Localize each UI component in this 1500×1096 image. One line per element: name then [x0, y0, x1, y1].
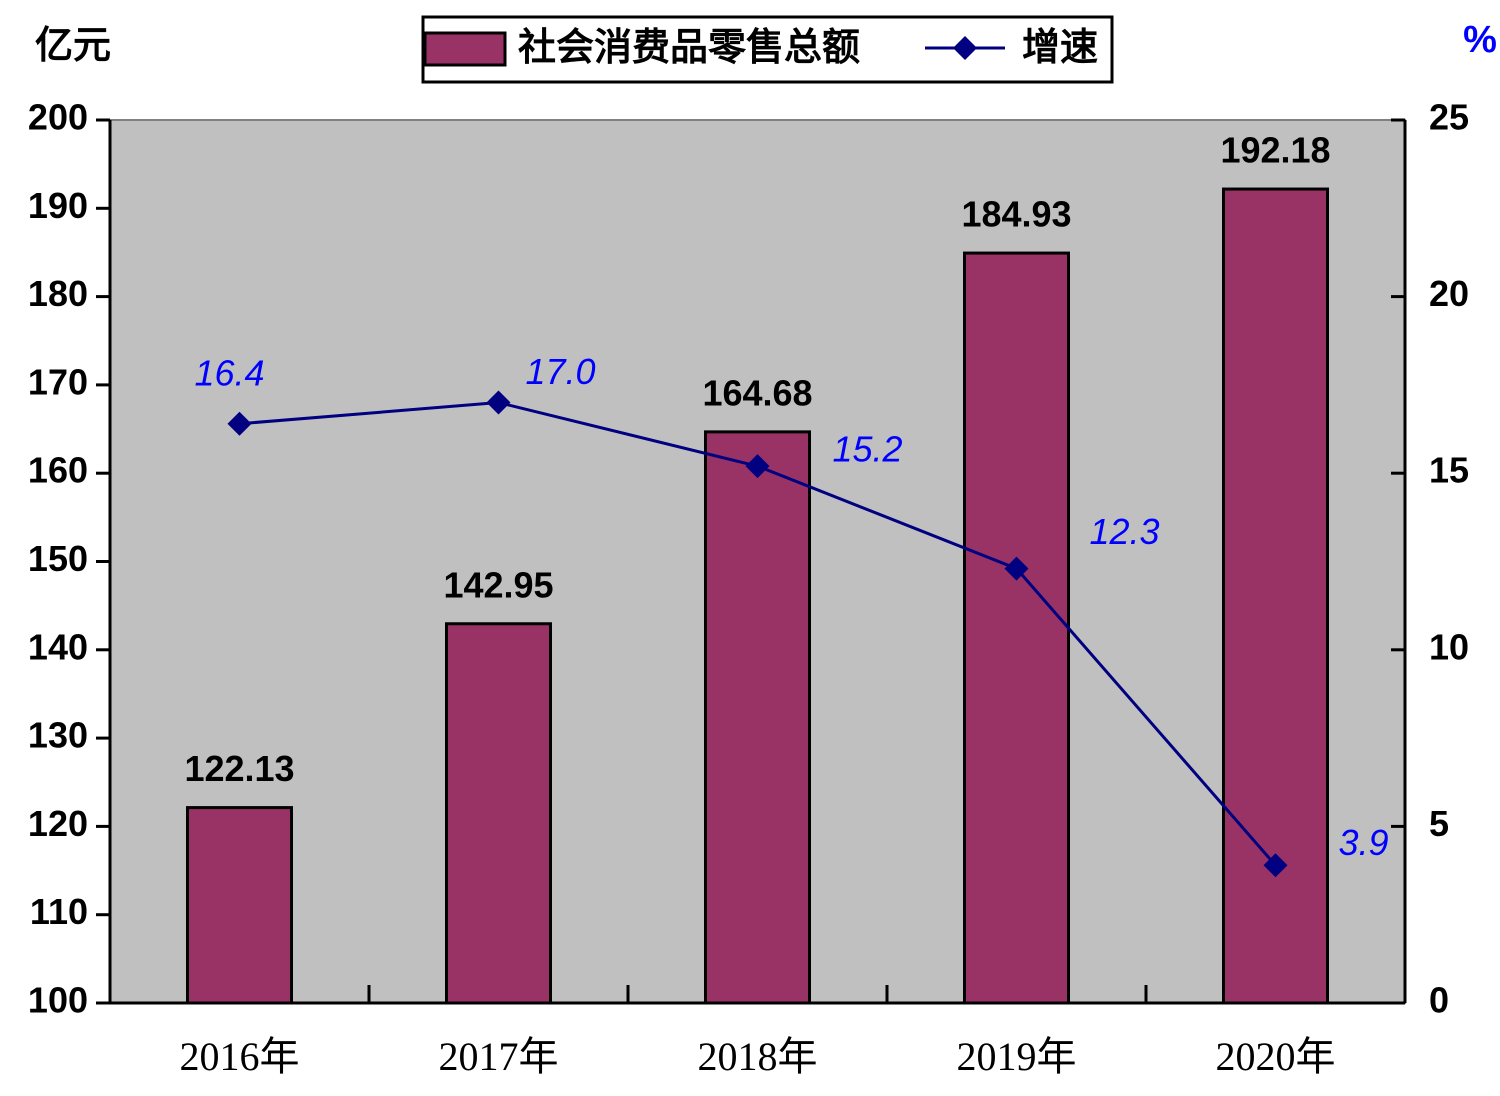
bar: [963, 251, 1070, 1005]
legend-marker: [953, 36, 977, 60]
bar: [704, 430, 811, 1005]
y-tick-label: 200: [28, 97, 88, 138]
growth-marker: [227, 411, 252, 436]
bar: [186, 806, 293, 1005]
legend-label: 增速: [1022, 27, 1098, 69]
legend-swatch: [423, 31, 507, 67]
y-axis-title: 亿元: [35, 25, 111, 67]
y2-tick-label: 5: [1429, 803, 1449, 844]
y2-tick-label: 10: [1429, 626, 1469, 667]
growth-value-label: 15.2: [832, 429, 902, 470]
y2-tick-label: 25: [1429, 97, 1469, 138]
x-tick-label: 2019年: [957, 1034, 1077, 1079]
y2-tick-label: 20: [1429, 273, 1469, 314]
y-tick-label: 190: [28, 185, 88, 226]
x-tick-label: 2016年: [180, 1034, 300, 1079]
x-tick-label: 2020年: [1216, 1034, 1336, 1079]
y-tick-label: 120: [28, 803, 88, 844]
bar-value-label: 184.93: [961, 194, 1071, 235]
growth-value-label: 17.0: [525, 351, 595, 392]
y-tick-label: 180: [28, 273, 88, 314]
growth-value-label: 16.4: [194, 352, 264, 393]
growth-marker: [1004, 556, 1029, 581]
y2-tick-label: 0: [1429, 980, 1449, 1021]
legend-label: 社会消费品零售总额: [518, 27, 860, 69]
bar-value-label: 142.95: [443, 564, 553, 605]
y2-tick-label: 15: [1429, 450, 1469, 491]
bar: [445, 622, 552, 1005]
growth-value-label: 3.9: [1338, 822, 1388, 863]
x-tick-label: 2018年: [698, 1034, 818, 1079]
y-tick-label: 150: [28, 538, 88, 579]
bar: [1222, 187, 1329, 1005]
growth-marker: [1263, 853, 1288, 878]
y-tick-label: 170: [28, 361, 88, 402]
growth-marker: [486, 390, 511, 415]
y2-axis-title: %: [1463, 19, 1497, 61]
y-tick-label: 160: [28, 450, 88, 491]
y-tick-label: 130: [28, 715, 88, 756]
y-tick-label: 140: [28, 626, 88, 667]
growth-value-label: 12.3: [1089, 511, 1159, 552]
y-tick-label: 100: [28, 980, 88, 1021]
bar-value-label: 122.13: [184, 748, 294, 789]
bar-value-label: 164.68: [702, 372, 812, 413]
y-tick-label: 110: [30, 891, 88, 932]
bar-value-label: 192.18: [1220, 130, 1330, 171]
growth-marker: [745, 454, 770, 479]
x-tick-label: 2017年: [439, 1034, 559, 1079]
